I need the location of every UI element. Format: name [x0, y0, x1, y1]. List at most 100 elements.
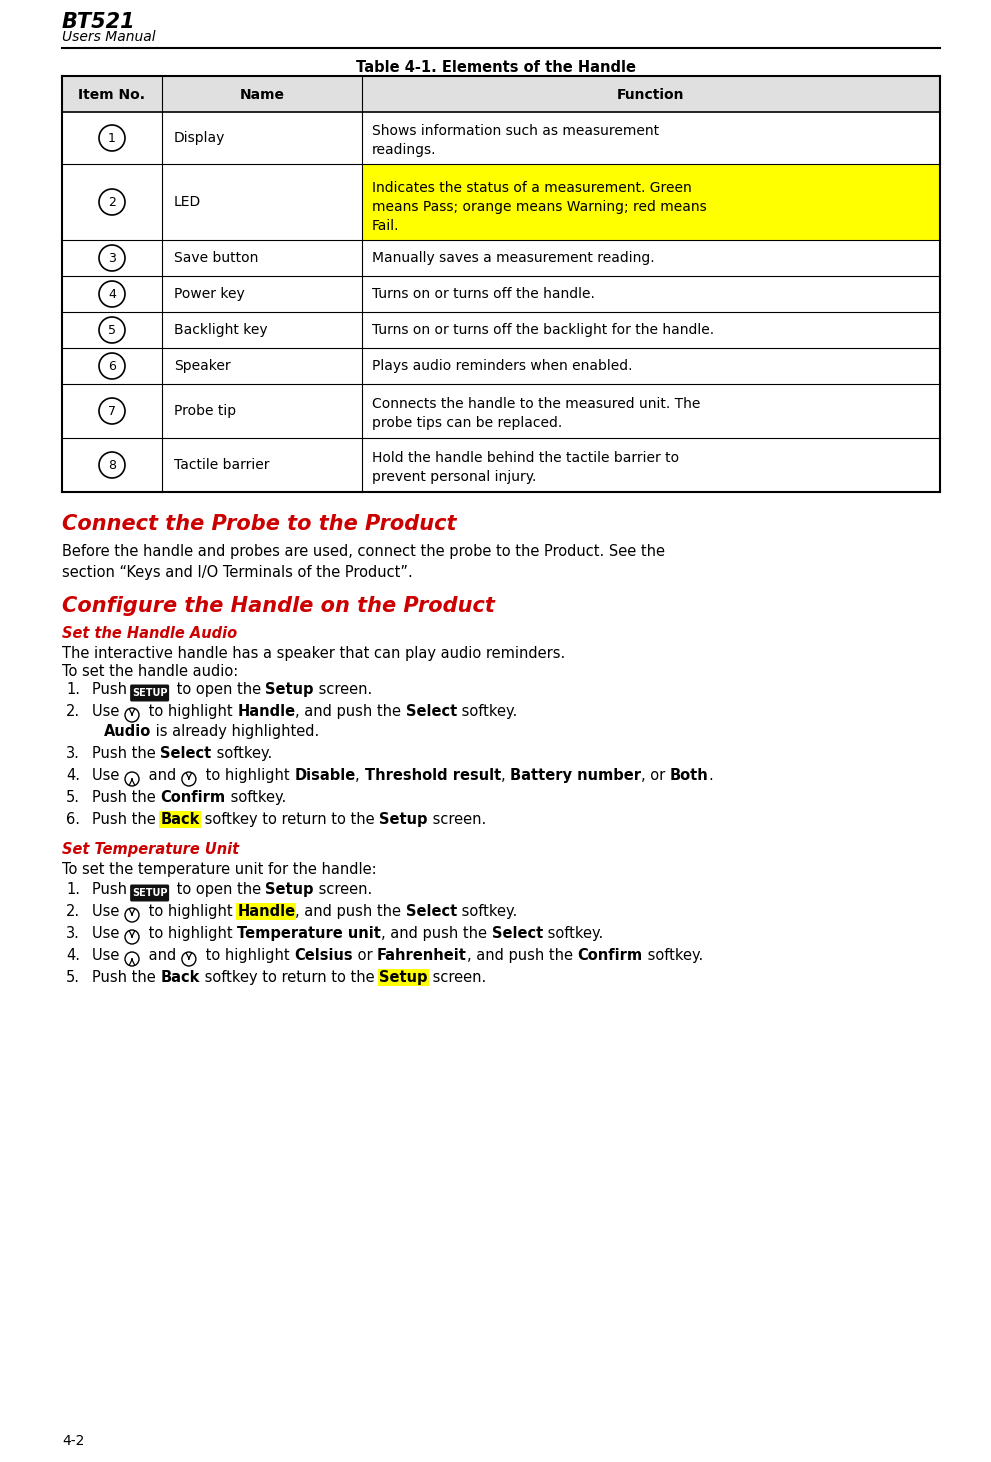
Bar — [160, 811, 201, 827]
Text: softkey.: softkey. — [212, 746, 272, 762]
Text: Setup: Setup — [379, 811, 427, 827]
Text: Use: Use — [92, 925, 124, 942]
FancyBboxPatch shape — [130, 885, 169, 902]
Text: 5.: 5. — [66, 969, 80, 985]
Text: Set Temperature Unit: Set Temperature Unit — [62, 842, 239, 857]
Text: softkey.: softkey. — [642, 947, 703, 963]
Text: 6: 6 — [108, 360, 116, 373]
Text: 2: 2 — [108, 196, 116, 209]
Text: Power key: Power key — [174, 287, 245, 301]
Text: Function: Function — [617, 88, 685, 102]
Text: Push the: Push the — [92, 811, 161, 827]
Text: Audio: Audio — [104, 724, 152, 738]
Text: screen.: screen. — [314, 882, 373, 898]
Text: Select: Select — [406, 904, 457, 920]
Text: Display: Display — [174, 132, 225, 145]
Text: softkey.: softkey. — [226, 789, 285, 806]
Text: 8: 8 — [108, 459, 116, 472]
Text: 3.: 3. — [66, 746, 80, 762]
FancyBboxPatch shape — [130, 684, 169, 702]
Text: screen.: screen. — [427, 811, 486, 827]
Text: Before the handle and probes are used, connect the probe to the Product. See the: Before the handle and probes are used, c… — [62, 544, 665, 580]
Text: Confirm: Confirm — [161, 789, 226, 806]
Text: Handle: Handle — [237, 705, 295, 719]
Text: or: or — [353, 947, 377, 963]
Text: Fahrenheit: Fahrenheit — [377, 947, 467, 963]
Text: Indicates the status of a measurement. Green
means Pass; orange means Warning; r: Indicates the status of a measurement. G… — [372, 181, 707, 232]
Text: Hold the handle behind the tactile barrier to
prevent personal injury.: Hold the handle behind the tactile barri… — [372, 450, 679, 484]
Text: Push: Push — [92, 882, 132, 898]
Text: Confirm: Confirm — [578, 947, 642, 963]
Text: Save button: Save button — [174, 251, 259, 265]
Text: ,: , — [500, 768, 510, 784]
Text: and: and — [144, 768, 181, 784]
Bar — [378, 969, 428, 985]
Text: to highlight: to highlight — [144, 904, 237, 920]
Text: Set the Handle Audio: Set the Handle Audio — [62, 626, 237, 640]
Text: to highlight: to highlight — [201, 768, 294, 784]
Text: softkey to return to the: softkey to return to the — [200, 969, 379, 985]
Text: screen.: screen. — [427, 969, 486, 985]
Text: Select: Select — [492, 925, 543, 942]
Text: Shows information such as measurement
readings.: Shows information such as measurement re… — [372, 124, 659, 156]
Text: 4.: 4. — [66, 947, 80, 963]
Text: Use: Use — [92, 705, 124, 719]
Text: .: . — [709, 768, 714, 784]
Text: Connects the handle to the measured unit. The
probe tips can be replaced.: Connects the handle to the measured unit… — [372, 398, 701, 430]
Text: Turns on or turns off the handle.: Turns on or turns off the handle. — [372, 287, 595, 301]
Text: Push the: Push the — [92, 789, 161, 806]
Text: SETUP: SETUP — [132, 689, 167, 697]
Text: Celsius: Celsius — [294, 947, 353, 963]
Text: 1.: 1. — [66, 882, 80, 898]
Text: To set the temperature unit for the handle:: To set the temperature unit for the hand… — [62, 863, 377, 877]
Text: Disable: Disable — [294, 768, 356, 784]
Text: ,: , — [356, 768, 365, 784]
Text: to open the: to open the — [171, 681, 266, 697]
Bar — [62, 76, 940, 113]
Text: Both: Both — [670, 768, 709, 784]
Text: Handle: Handle — [237, 904, 295, 920]
Text: 2.: 2. — [65, 705, 80, 719]
Text: and: and — [144, 947, 181, 963]
Text: Temperature unit: Temperature unit — [237, 925, 382, 942]
Text: to highlight: to highlight — [144, 705, 237, 719]
Text: 1: 1 — [108, 132, 116, 145]
Text: 1.: 1. — [66, 681, 80, 697]
Text: 7: 7 — [108, 405, 116, 418]
Text: 4-2: 4-2 — [62, 1434, 84, 1447]
Text: is already highlighted.: is already highlighted. — [152, 724, 319, 738]
Text: Push the: Push the — [92, 969, 161, 985]
Text: , and push the: , and push the — [382, 925, 492, 942]
Text: Table 4-1. Elements of the Handle: Table 4-1. Elements of the Handle — [356, 60, 635, 75]
Text: Manually saves a measurement reading.: Manually saves a measurement reading. — [372, 251, 655, 265]
Text: , and push the: , and push the — [467, 947, 578, 963]
Text: Item No.: Item No. — [78, 88, 146, 102]
Text: Configure the Handle on the Product: Configure the Handle on the Product — [62, 596, 495, 616]
Text: Turns on or turns off the backlight for the handle.: Turns on or turns off the backlight for … — [372, 323, 715, 338]
Text: Select: Select — [406, 705, 457, 719]
Text: 5.: 5. — [66, 789, 80, 806]
Text: softkey.: softkey. — [457, 904, 517, 920]
Text: Setup: Setup — [266, 681, 314, 697]
Text: Push the: Push the — [92, 746, 161, 762]
Bar — [236, 904, 296, 920]
Text: Back: Back — [161, 811, 200, 827]
Text: Tactile barrier: Tactile barrier — [174, 458, 270, 472]
Text: Probe tip: Probe tip — [174, 404, 236, 418]
Text: 6.: 6. — [66, 811, 80, 827]
Text: 4: 4 — [108, 288, 116, 301]
Text: Select: Select — [161, 746, 212, 762]
Text: , and push the: , and push the — [295, 705, 406, 719]
Text: 2.: 2. — [65, 904, 80, 920]
Text: Use: Use — [92, 768, 124, 784]
Text: Users Manual: Users Manual — [62, 31, 156, 44]
Text: softkey.: softkey. — [457, 705, 517, 719]
Text: Push: Push — [92, 681, 132, 697]
Text: Use: Use — [92, 904, 124, 920]
Text: Battery number: Battery number — [510, 768, 641, 784]
Text: to highlight: to highlight — [201, 947, 294, 963]
Text: The interactive handle has a speaker that can play audio reminders.: The interactive handle has a speaker tha… — [62, 646, 565, 661]
Text: SETUP: SETUP — [132, 887, 167, 898]
Text: to open the: to open the — [171, 882, 266, 898]
Text: softkey.: softkey. — [543, 925, 604, 942]
